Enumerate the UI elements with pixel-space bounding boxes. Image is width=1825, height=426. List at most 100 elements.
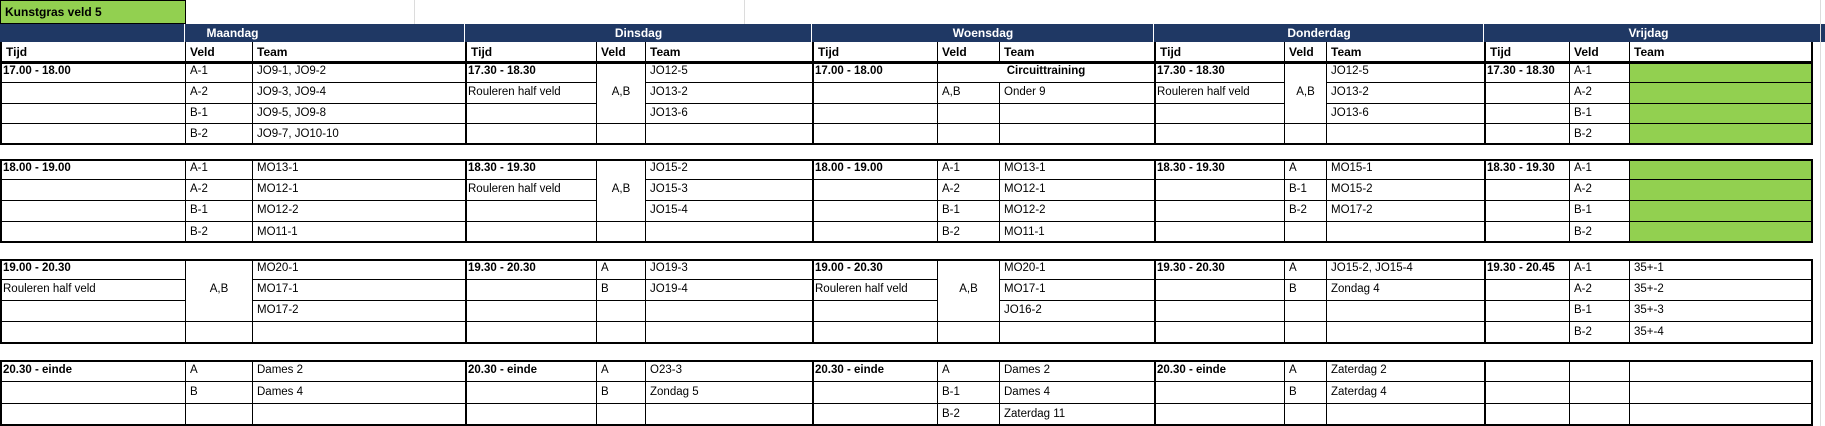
maandag-b2-team-cell[interactable]: MO11-1 xyxy=(257,225,298,238)
sheet-title-cell[interactable]: Kunstgras veld 5 xyxy=(0,0,186,24)
woensdag-b3-tijd-cell[interactable] xyxy=(812,322,938,344)
dinsdag-b1-tijd-cell[interactable]: Rouleren half veld xyxy=(465,83,597,104)
woensdag-b1-veld-cell[interactable]: A,B xyxy=(938,83,1000,104)
vrijdag-b1-team-cell[interactable] xyxy=(1630,124,1813,145)
woensdag-b2-tijd-cell[interactable] xyxy=(812,201,938,222)
vrijdag-b3-team-cell[interactable]: 35+-3 xyxy=(1630,301,1813,322)
vrijdag-b1-tijd-cell[interactable] xyxy=(1484,124,1570,145)
maandag-b1-team-cell[interactable]: JO9-3, JO9-4 xyxy=(253,83,465,104)
dinsdag-b3-tijd-cell[interactable] xyxy=(465,280,597,301)
day-header-donderdag[interactable]: Donderdag xyxy=(1287,26,1351,40)
woensdag-b2-veld-cell[interactable]: A-2 xyxy=(938,180,1000,201)
dinsdag-b2-tijd-cell[interactable]: 18.30 - 19.30 xyxy=(465,159,597,180)
vrijdag-b2-veld-cell[interactable]: A-2 xyxy=(1570,180,1630,201)
woensdag-b1-tijd-cell[interactable] xyxy=(812,124,938,145)
maandag-b3-tijd-cell[interactable]: Rouleren half veld xyxy=(0,280,186,301)
donderdag-b1-tijd-cell[interactable] xyxy=(1154,124,1285,145)
vrijdag-b4-veld-cell[interactable] xyxy=(1570,382,1630,404)
vrijdag-b4-tijd-cell[interactable] xyxy=(1484,382,1570,404)
maandag-b4-team-cell[interactable]: Dames 2 xyxy=(253,360,465,382)
donderdag-b2-veld-cell[interactable]: A xyxy=(1285,159,1327,180)
maandag-b3-tijd-cell[interactable]: 19.00 - 20.30 xyxy=(0,259,186,280)
woensdag-b1-tijd-cell[interactable]: 17.00 - 18.00 xyxy=(812,62,938,83)
woensdag-b2-team-cell[interactable]: MO12-1 xyxy=(1000,180,1154,201)
vrijdag-b3-team-cell[interactable]: 35+-2 xyxy=(1630,280,1813,301)
vrijdag-b2-team-cell[interactable] xyxy=(1630,201,1813,222)
vrijdag-b3-tijd-cell[interactable] xyxy=(1484,280,1570,301)
donderdag-b2-team-cell[interactable]: MO15-2 xyxy=(1327,180,1484,201)
woensdag-b1-merged-team-cell[interactable]: Circuittraining xyxy=(938,62,1154,83)
donderdag-b1-tijd-cell[interactable]: Rouleren half veld xyxy=(1154,83,1285,104)
vrijdag-b1-team-cell[interactable] xyxy=(1630,62,1813,83)
dinsdag-b3-team-cell[interactable] xyxy=(646,322,812,344)
donderdag-b2-team-cell[interactable]: MO17-2 xyxy=(1327,201,1484,222)
woensdag-b1-veld-cell[interactable] xyxy=(938,124,1000,145)
vrijdag-b2-tijd-cell[interactable] xyxy=(1484,180,1570,201)
donderdag-b3-team-cell[interactable]: JO15-2, JO15-4 xyxy=(1327,259,1484,280)
col-header-tijd-woensdag[interactable]: Tijd xyxy=(812,42,938,62)
vrijdag-b4-tijd-cell[interactable] xyxy=(1484,404,1570,426)
dinsdag-b3-veld-cell[interactable]: A xyxy=(597,259,646,280)
dinsdag-b2-tijd-cell[interactable] xyxy=(465,201,597,222)
woensdag-b3-tijd-cell[interactable]: 19.00 - 20.30 xyxy=(812,259,938,280)
donderdag-b3-tijd-cell[interactable] xyxy=(1154,280,1285,301)
vrijdag-b4-team-cell[interactable] xyxy=(1630,360,1813,382)
dinsdag-b1-team-cell[interactable]: JO13-6 xyxy=(646,104,812,124)
vrijdag-b3-veld-cell[interactable]: B-1 xyxy=(1570,301,1630,322)
donderdag-b4-veld-cell[interactable]: B xyxy=(1285,382,1327,404)
dinsdag-b4-team-cell[interactable]: Zondag 5 xyxy=(646,382,812,404)
col-header-tijd-dinsdag[interactable]: Tijd xyxy=(465,42,597,62)
donderdag-b3-team-cell[interactable] xyxy=(1327,322,1484,344)
maandag-b2-veld-cell[interactable]: A-1 xyxy=(186,159,253,180)
donderdag-b4-team-cell[interactable] xyxy=(1327,404,1484,426)
col-header-team-maandag[interactable]: Team xyxy=(253,42,465,62)
dinsdag-b1-merged-veld-cell[interactable]: A,B xyxy=(597,62,646,124)
donderdag-b3-veld-cell[interactable] xyxy=(1285,301,1327,322)
woensdag-b1-team-cell[interactable] xyxy=(1000,124,1154,145)
vrijdag-b2-team-cell[interactable] xyxy=(1630,159,1813,180)
dinsdag-b1-team-cell[interactable]: JO12-5 xyxy=(646,62,812,83)
vrijdag-b1-veld-cell[interactable]: B-1 xyxy=(1570,104,1630,124)
dinsdag-b1-tijd-cell[interactable] xyxy=(465,104,597,124)
vrijdag-b1-team-cell[interactable] xyxy=(1630,83,1813,104)
woensdag-b1-team-cell[interactable] xyxy=(1000,104,1154,124)
maandag-b4-tijd-cell[interactable] xyxy=(0,404,186,426)
donderdag-b2-tijd-cell[interactable] xyxy=(1154,201,1285,222)
vrijdag-b3-veld-cell[interactable]: A-1 xyxy=(1570,259,1630,280)
woensdag-b3-tijd-cell[interactable]: Rouleren half veld xyxy=(812,280,938,301)
dinsdag-b1-team-cell[interactable] xyxy=(646,124,812,145)
donderdag-b2-tijd-cell[interactable]: 18.30 - 19.30 xyxy=(1154,159,1285,180)
maandag-b1-veld-cell[interactable]: A-2 xyxy=(186,83,253,104)
vrijdag-b1-team-cell[interactable] xyxy=(1630,104,1813,124)
maandag-b1-veld-cell[interactable]: B-1 xyxy=(186,104,253,124)
vrijdag-b1-veld-cell[interactable]: A-1 xyxy=(1570,62,1630,83)
donderdag-b4-veld-cell[interactable] xyxy=(1285,404,1327,426)
maandag-b2-team-cell[interactable]: MO12-2 xyxy=(253,201,465,222)
maandag-b3-team-cell[interactable] xyxy=(253,322,465,344)
woensdag-b2-veld-cell[interactable]: B-1 xyxy=(938,201,1000,222)
maandag-b1-tijd-cell[interactable]: 17.00 - 18.00 xyxy=(0,62,186,83)
maandag-b3-veld-cell[interactable] xyxy=(186,322,253,344)
maandag-b4-tijd-cell[interactable] xyxy=(0,382,186,404)
donderdag-b2-team-cell[interactable]: MO15-1 xyxy=(1327,159,1484,180)
dinsdag-b3-tijd-cell[interactable] xyxy=(465,301,597,322)
vrijdag-b4-veld-cell[interactable] xyxy=(1570,360,1630,382)
donderdag-b3-tijd-cell[interactable]: 19.30 - 20.30 xyxy=(1154,259,1285,280)
woensdag-b4-tijd-cell[interactable] xyxy=(812,382,938,404)
woensdag-b2-tijd-cell[interactable]: 18.00 - 19.00 xyxy=(812,159,938,180)
maandag-b2-team-cell[interactable]: MO12-1 xyxy=(253,180,465,201)
maandag-b1-veld-cell[interactable]: B-2 xyxy=(186,124,253,145)
dinsdag-b4-veld-cell[interactable]: A xyxy=(597,360,646,382)
col-header-veld-dinsdag[interactable]: Veld xyxy=(597,42,646,62)
col-header-team-vrijdag[interactable]: Team xyxy=(1630,42,1813,62)
day-header-vrijdag[interactable]: Vrijdag xyxy=(1628,26,1669,40)
col-header-team-dinsdag[interactable]: Team xyxy=(646,42,812,62)
maandag-b2-tijd-cell[interactable] xyxy=(0,201,186,222)
maandag-b3-merged-veld-cell[interactable]: A,B xyxy=(186,259,253,322)
maandag-b1-tijd-cell[interactable] xyxy=(0,104,186,124)
vrijdag-b2-tijd-cell[interactable] xyxy=(1484,222,1570,243)
donderdag-b3-veld-cell[interactable] xyxy=(1285,322,1327,344)
col-header-team-woensdag[interactable]: Team xyxy=(1000,42,1154,62)
woensdag-b4-veld-cell[interactable]: A xyxy=(938,360,1000,382)
woensdag-b4-veld-cell[interactable]: B-1 xyxy=(938,382,1000,404)
